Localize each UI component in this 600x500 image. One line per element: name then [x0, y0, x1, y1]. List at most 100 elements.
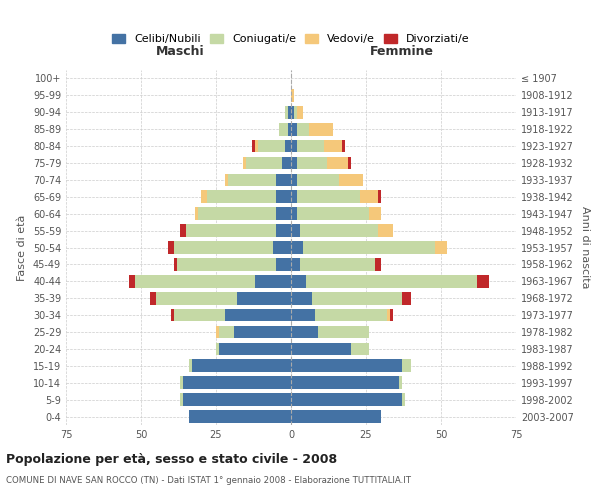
Bar	[252, 140, 291, 152]
Bar	[291, 360, 411, 372]
Bar	[291, 309, 387, 322]
Bar	[288, 106, 291, 118]
Bar	[198, 208, 291, 220]
Bar	[180, 394, 291, 406]
Bar	[291, 360, 411, 372]
Bar	[216, 342, 291, 355]
Bar	[291, 410, 381, 423]
Bar	[135, 275, 291, 287]
Bar	[291, 394, 405, 406]
Bar	[291, 376, 402, 389]
Bar	[291, 394, 405, 406]
Bar	[225, 174, 291, 186]
Text: Maschi: Maschi	[155, 45, 205, 58]
Bar	[291, 106, 297, 118]
Bar	[291, 292, 312, 304]
Bar	[255, 275, 291, 287]
Bar	[291, 360, 402, 372]
Bar	[285, 140, 291, 152]
Bar	[171, 309, 291, 322]
Bar	[291, 208, 297, 220]
Bar	[291, 208, 381, 220]
Bar	[216, 342, 291, 355]
Bar	[276, 258, 291, 270]
Bar	[189, 410, 291, 423]
Bar	[288, 123, 291, 136]
Bar	[291, 156, 351, 170]
Bar	[189, 410, 291, 423]
Bar	[291, 309, 315, 322]
Bar	[189, 360, 291, 372]
Bar	[291, 394, 405, 406]
Bar	[237, 292, 291, 304]
Bar	[291, 156, 327, 170]
Bar	[174, 309, 291, 322]
Y-axis label: Anni di nascita: Anni di nascita	[580, 206, 590, 289]
Bar	[291, 292, 411, 304]
Bar	[195, 208, 291, 220]
Bar	[180, 394, 291, 406]
Text: Femmine: Femmine	[370, 45, 434, 58]
Bar	[216, 326, 291, 338]
Bar	[186, 224, 291, 237]
Bar	[201, 190, 291, 203]
Bar	[225, 174, 291, 186]
Bar	[291, 410, 381, 423]
Bar	[225, 309, 291, 322]
Bar	[291, 190, 378, 203]
Bar	[291, 376, 399, 389]
Bar	[291, 326, 369, 338]
Bar	[291, 342, 369, 355]
Bar	[174, 241, 291, 254]
Bar	[291, 190, 297, 203]
Bar	[234, 326, 291, 338]
Bar	[180, 376, 291, 389]
Bar	[291, 326, 318, 338]
Bar	[291, 89, 294, 102]
Bar	[291, 292, 402, 304]
Bar	[291, 342, 351, 355]
Bar	[216, 342, 291, 355]
Bar	[291, 140, 345, 152]
Bar	[201, 190, 291, 203]
Bar	[291, 410, 381, 423]
Bar	[180, 394, 291, 406]
Bar	[189, 360, 291, 372]
Bar	[291, 241, 447, 254]
Bar	[285, 106, 291, 118]
Bar	[180, 376, 291, 389]
Bar	[174, 258, 291, 270]
Bar	[291, 241, 435, 254]
Bar	[291, 106, 303, 118]
Bar	[291, 156, 348, 170]
Bar	[207, 190, 291, 203]
Bar	[291, 241, 447, 254]
Bar	[285, 106, 291, 118]
Bar	[291, 208, 369, 220]
Bar	[291, 224, 393, 237]
Bar	[183, 376, 291, 389]
Bar	[180, 224, 291, 237]
Bar	[195, 208, 291, 220]
Bar	[216, 326, 291, 338]
Bar	[291, 174, 363, 186]
Bar	[291, 208, 381, 220]
Bar	[189, 360, 291, 372]
Bar	[282, 156, 291, 170]
Bar	[291, 190, 381, 203]
Bar	[135, 275, 291, 287]
Bar	[291, 326, 369, 338]
Bar	[285, 106, 291, 118]
Bar	[291, 258, 300, 270]
Bar	[258, 140, 291, 152]
Bar	[219, 326, 291, 338]
Bar	[291, 140, 342, 152]
Bar	[291, 106, 303, 118]
Text: COMUNE DI NAVE SAN ROCCO (TN) - Dati ISTAT 1° gennaio 2008 - Elaborazione TUTTIT: COMUNE DI NAVE SAN ROCCO (TN) - Dati IST…	[6, 476, 411, 485]
Bar	[291, 123, 333, 136]
Bar	[291, 258, 381, 270]
Bar	[291, 275, 477, 287]
Bar	[291, 106, 294, 118]
Bar	[291, 140, 324, 152]
Bar	[276, 174, 291, 186]
